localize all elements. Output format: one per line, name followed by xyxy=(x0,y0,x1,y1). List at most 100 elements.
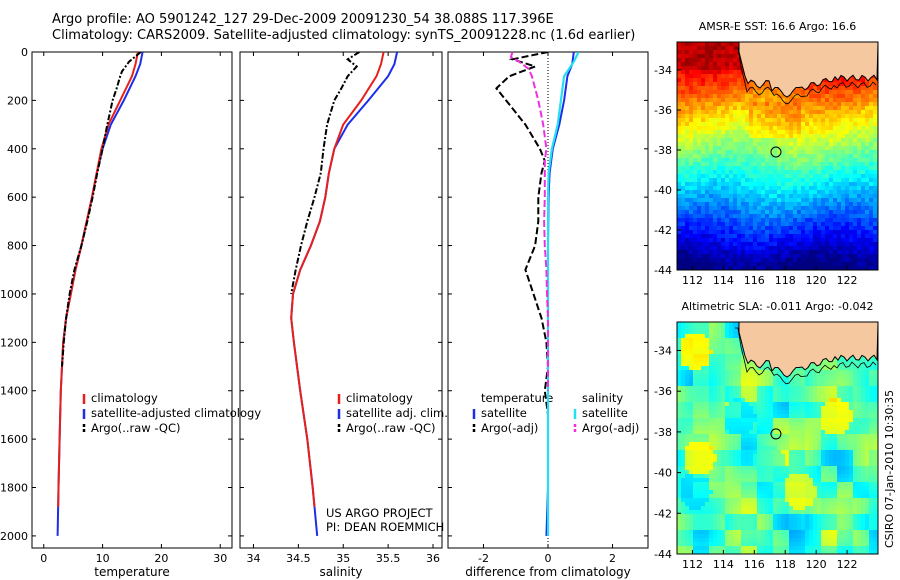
map-cell xyxy=(741,406,746,411)
map-cell xyxy=(753,118,758,123)
map-cell xyxy=(801,434,806,439)
map-cell xyxy=(717,194,722,199)
map-cell xyxy=(689,174,694,179)
map-cell xyxy=(785,386,790,391)
map-cell xyxy=(837,198,842,203)
map-cell xyxy=(765,458,770,463)
map-cell xyxy=(685,122,690,127)
map-cell xyxy=(689,254,694,259)
map-cell xyxy=(717,54,722,59)
map-cell xyxy=(737,394,742,399)
map-cell xyxy=(825,130,830,135)
map-cell xyxy=(729,450,734,455)
map-cell xyxy=(693,446,698,451)
map-cell xyxy=(733,190,738,195)
map-cell xyxy=(681,450,686,455)
map-cell xyxy=(701,422,706,427)
map-cell xyxy=(741,438,746,443)
map-cell xyxy=(705,234,710,239)
map-cell xyxy=(717,162,722,167)
map-cell xyxy=(849,250,854,255)
map-cell xyxy=(821,398,826,403)
map-cell xyxy=(825,102,830,107)
map-cell xyxy=(833,150,838,155)
map-cell xyxy=(865,174,870,179)
map-cell xyxy=(821,94,826,99)
map-cell xyxy=(865,210,870,215)
map-cell xyxy=(821,222,826,227)
map-cell xyxy=(765,242,770,247)
map-cell xyxy=(713,70,718,75)
map-cell xyxy=(857,162,862,167)
map-cell xyxy=(689,378,694,383)
map-cell xyxy=(853,94,858,99)
map-cell xyxy=(677,374,682,379)
map-cell xyxy=(729,374,734,379)
map-cell xyxy=(705,426,710,431)
map-cell xyxy=(745,86,750,91)
map-cell xyxy=(869,118,874,123)
map-cell xyxy=(809,250,814,255)
map-cell xyxy=(725,82,730,87)
map-cell xyxy=(721,394,726,399)
map-cell xyxy=(713,186,718,191)
map-cell xyxy=(833,250,838,255)
map-cell xyxy=(721,406,726,411)
map-cell xyxy=(737,182,742,187)
map-cell xyxy=(869,370,874,375)
map-cell xyxy=(677,142,682,147)
map-cell xyxy=(785,470,790,475)
map-cell xyxy=(729,414,734,419)
map-cell xyxy=(825,186,830,191)
map-cell xyxy=(829,114,834,119)
map-cell xyxy=(869,366,874,371)
map-cell xyxy=(693,102,698,107)
map-cell xyxy=(729,222,734,227)
map-cell xyxy=(713,322,718,327)
map-cell xyxy=(869,186,874,191)
map-cell xyxy=(781,414,786,419)
map-cell xyxy=(825,402,830,407)
map-cell xyxy=(769,218,774,223)
map-cell xyxy=(773,122,778,127)
map-cell xyxy=(745,118,750,123)
map-cell xyxy=(725,106,730,111)
map-cell xyxy=(829,234,834,239)
map-cell xyxy=(837,130,842,135)
map-cell xyxy=(813,410,818,415)
map-cell xyxy=(753,234,758,239)
map-cell xyxy=(849,142,854,147)
map-cell xyxy=(729,238,734,243)
map-cell xyxy=(841,202,846,207)
map-cell xyxy=(717,350,722,355)
map-cell xyxy=(761,374,766,379)
map-cell xyxy=(681,370,686,375)
map-cell xyxy=(693,218,698,223)
map-cell xyxy=(725,386,730,391)
map-cell xyxy=(745,230,750,235)
map-cell xyxy=(697,74,702,79)
map-cell xyxy=(697,426,702,431)
map-cell xyxy=(785,126,790,131)
map-cell xyxy=(701,438,706,443)
map-cell xyxy=(809,434,814,439)
map-cell xyxy=(697,86,702,91)
map-cell xyxy=(761,118,766,123)
map-cell xyxy=(745,190,750,195)
map-cell xyxy=(753,206,758,211)
map-cell xyxy=(713,366,718,371)
map-cell xyxy=(713,82,718,87)
map-cell xyxy=(753,222,758,227)
map-cell xyxy=(677,126,682,131)
map-cell xyxy=(689,390,694,395)
map-cell xyxy=(809,458,814,463)
map-cell xyxy=(753,142,758,147)
map-cell xyxy=(833,238,838,243)
map-cell xyxy=(825,106,830,111)
map-cell xyxy=(697,186,702,191)
map-cell xyxy=(709,350,714,355)
map-cell xyxy=(853,82,858,87)
map-cell xyxy=(689,186,694,191)
map-cell xyxy=(713,334,718,339)
map-cell xyxy=(793,162,798,167)
